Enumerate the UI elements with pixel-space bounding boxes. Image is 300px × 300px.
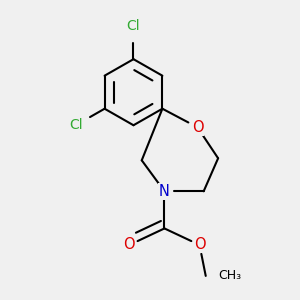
Text: CH₃: CH₃ (218, 269, 241, 282)
Text: Cl: Cl (127, 19, 140, 33)
Text: O: O (124, 237, 135, 252)
Text: O: O (192, 120, 203, 135)
Text: Cl: Cl (69, 118, 82, 132)
Text: N: N (159, 184, 170, 199)
Text: O: O (194, 237, 205, 252)
